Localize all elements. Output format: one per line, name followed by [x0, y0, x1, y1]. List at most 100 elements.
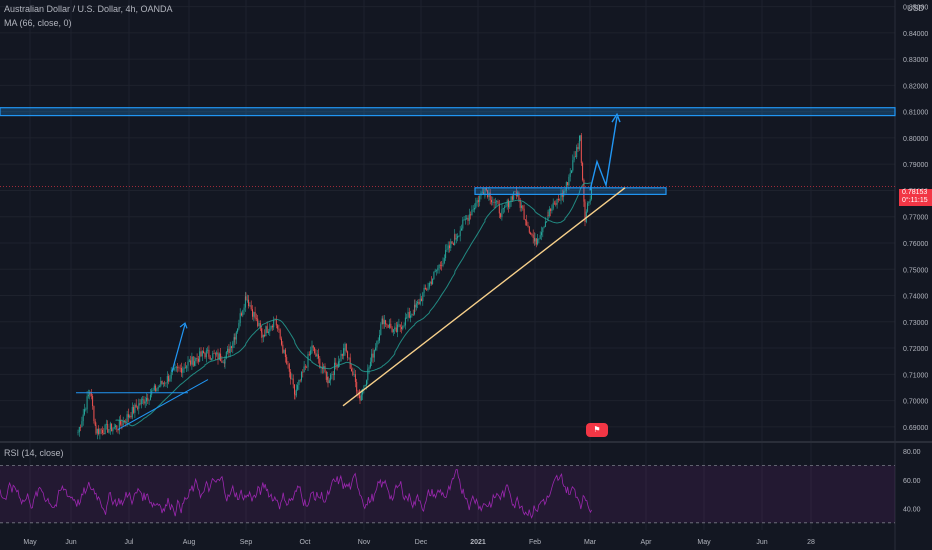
- uptrend-line[interactable]: [342, 187, 626, 407]
- candle-body: [205, 350, 207, 358]
- x-tick-label: May: [697, 539, 711, 546]
- candle-body: [117, 429, 119, 431]
- y-tick-label: 0.75000: [903, 267, 928, 274]
- candle-body: [368, 367, 370, 369]
- candle-body: [412, 314, 414, 315]
- news-flag-icon[interactable]: ⚑: [586, 423, 608, 437]
- candle-body: [576, 147, 578, 158]
- candle-body: [243, 307, 245, 311]
- candle-body: [320, 367, 322, 369]
- candle-body: [547, 215, 549, 222]
- candle-body: [401, 327, 402, 329]
- rsi-tick-label: 60.00: [903, 478, 921, 485]
- candle-body: [445, 250, 447, 259]
- candle-body: [139, 403, 141, 405]
- candle-body: [392, 329, 394, 332]
- candle-body: [377, 340, 379, 342]
- candle-body: [580, 135, 582, 163]
- candle-body: [376, 341, 378, 348]
- candle-body: [569, 173, 571, 177]
- candle-body: [182, 368, 184, 373]
- candle-body: [373, 349, 375, 358]
- candle-body: [234, 337, 236, 340]
- projection-arrow[interactable]: [589, 116, 618, 191]
- candle-body: [175, 367, 177, 368]
- candle-body: [433, 271, 435, 279]
- candle-body: [294, 384, 295, 395]
- drawing-tools[interactable]: [0, 107, 896, 430]
- candle-body: [345, 343, 347, 352]
- candle-body: [315, 353, 317, 357]
- candle-body: [299, 380, 301, 381]
- candle-body: [504, 206, 506, 209]
- candle-body: [246, 299, 248, 301]
- candle-body: [470, 214, 472, 216]
- candle-body: [121, 424, 123, 426]
- candle-body: [531, 233, 533, 235]
- candle-body: [505, 206, 507, 207]
- moving-average-line: [115, 182, 592, 427]
- ma-legend[interactable]: MA (66, close, 0): [4, 18, 72, 28]
- candle-body: [450, 241, 452, 249]
- candle-body: [411, 314, 413, 316]
- candle-body: [201, 351, 203, 357]
- rsi-legend[interactable]: RSI (14, close): [4, 448, 64, 458]
- candle-body: [385, 320, 387, 325]
- candle-body: [231, 346, 232, 348]
- candle-body: [379, 335, 380, 341]
- candle-body: [559, 199, 561, 201]
- candle-body: [543, 226, 545, 228]
- y-tick-label: 0.72000: [903, 346, 928, 353]
- candle-body: [579, 135, 581, 141]
- candle-body: [408, 312, 410, 318]
- candle-body: [430, 281, 432, 285]
- candle-body: [348, 357, 350, 359]
- candle-body: [521, 205, 522, 208]
- y-tick-label: 0.81000: [903, 110, 928, 117]
- candle-body: [224, 358, 226, 364]
- candle-body: [94, 421, 96, 426]
- candle-body: [483, 192, 485, 195]
- candle-body: [418, 301, 420, 305]
- symbol-legend[interactable]: Australian Dollar / U.S. Dollar, 4h, OAN…: [4, 4, 173, 14]
- candle-body: [537, 238, 539, 245]
- candle-body: [414, 304, 416, 308]
- candle-body: [164, 382, 166, 384]
- candle-body: [137, 407, 138, 409]
- candle-body: [327, 376, 329, 384]
- candle-body: [509, 201, 511, 208]
- candle-body: [237, 328, 239, 332]
- candle-body: [471, 209, 473, 216]
- small-trend-line[interactable]: [117, 379, 209, 430]
- candle-body: [454, 234, 456, 240]
- candle-body: [344, 343, 346, 351]
- resistance-zone[interactable]: [0, 107, 896, 117]
- small-projection-arrow[interactable]: [171, 324, 186, 372]
- candle-body: [555, 203, 557, 205]
- candle-body: [186, 365, 188, 369]
- candle-body: [284, 349, 286, 358]
- y-tick-label: 0.82000: [903, 83, 928, 90]
- candle-body: [273, 319, 275, 328]
- candle-body: [410, 315, 412, 318]
- candle-body: [577, 147, 579, 150]
- candle-body: [235, 331, 237, 340]
- candle-body: [369, 361, 371, 368]
- y-tick-label: 0.74000: [903, 294, 928, 301]
- candle-body: [239, 313, 241, 324]
- candle-body: [336, 364, 338, 368]
- arrow-head[interactable]: [611, 112, 621, 123]
- candle-body: [475, 202, 477, 208]
- candle-body: [556, 198, 558, 205]
- candle-body: [81, 421, 83, 428]
- candle-body: [491, 200, 492, 203]
- x-tick-label: Mar: [584, 539, 597, 546]
- candle-body: [291, 378, 293, 380]
- candle-body: [335, 362, 337, 365]
- candle-body: [589, 199, 591, 202]
- candle-body: [241, 313, 242, 316]
- small-arrow-head[interactable]: [179, 322, 188, 329]
- support-zone[interactable]: [474, 187, 667, 195]
